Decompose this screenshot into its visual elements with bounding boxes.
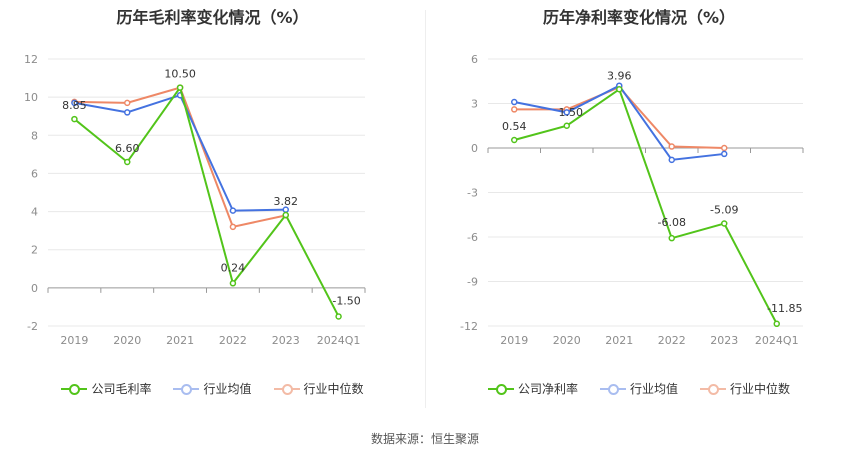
data-label: -6.08 [658,216,686,229]
data-point-industry_median[interactable] [721,144,728,152]
legend-label: 行业均值 [629,382,678,396]
data-point-industry_avg[interactable] [511,98,518,106]
data-point-industry_median[interactable] [229,223,237,231]
data-point-company[interactable] [335,313,342,320]
y-tick-label: 0 [31,282,38,295]
y-tick-label: 6 [31,167,38,180]
legend-line-icon [61,383,88,395]
x-tick-label: 2019 [500,334,528,347]
legend-line-icon [487,383,514,395]
data-label: 3.96 [607,69,632,82]
legend-label: 行业中位数 [730,382,791,396]
data-label: 8.85 [62,99,87,112]
data-point-company[interactable] [71,115,78,123]
x-tick-label: 2020 [553,334,581,347]
panel-divider [425,10,426,408]
legend-label: 行业中位数 [303,382,364,396]
y-tick-label: 4 [31,206,38,219]
legend-line-icon [599,383,626,395]
data-point-industry_avg[interactable] [668,156,675,164]
data-point-company[interactable] [616,86,623,93]
y-tick-label: -12 [460,320,478,333]
x-tick-label: 2019 [60,334,88,347]
data-point-company[interactable] [773,320,780,328]
net-margin-title: 历年净利率变化情况（%） [542,8,736,27]
x-tick-label: 2024Q1 [755,334,799,347]
y-tick-label: 6 [471,53,478,66]
data-point-company[interactable] [668,234,675,242]
data-label: 0.24 [221,261,246,274]
data-source-note: 数据来源：恒生聚源 [370,432,479,446]
data-label: 10.50 [164,68,196,81]
y-tick-label: 0 [471,142,478,155]
data-label: 1.50 [559,106,584,119]
series-line-industry_avg [74,94,286,212]
data-label: -5.09 [710,204,738,217]
data-point-company[interactable] [511,136,518,144]
legend-company-net-margin[interactable]: 公司净利率 [487,380,578,397]
series-line-industry_median [514,85,725,149]
data-label: 6.60 [115,142,140,155]
legend-label: 公司毛利率 [91,382,152,396]
data-point-industry_median[interactable] [124,99,131,107]
series-line-company [73,85,340,317]
data-point-industry_avg[interactable] [124,109,131,116]
data-point-industry_median[interactable] [511,106,518,113]
legend-industry-avg[interactable]: 行业均值 [173,380,252,397]
net-margin-chart: 6 3 0 -3 -6 -9 -12 2019 2020 2021 2022 2023 2024Q1 0.… [460,53,804,347]
legend-industry-median[interactable]: 行业中位数 [700,380,790,397]
data-label: 0.54 [502,120,527,133]
net-margin-panel: 历年净利率变化情况（%） 6 3 0 -3 -6 -9 -12 2019 2020 2021 202… [428,0,850,410]
legend-industry-median[interactable]: 行业中位数 [273,380,364,397]
x-tick-label: 2024Q1 [317,334,361,347]
y-tick-label: -9 [467,276,478,289]
data-point-industry_median[interactable] [668,143,675,150]
y-tick-label: 10 [24,91,38,104]
x-tick-label: 2022 [219,334,247,347]
x-tick-label: 2023 [710,334,738,347]
net-margin-legend: 公司净利率 行业均值 行业中位数 [428,380,850,397]
legend-company-gross-margin[interactable]: 公司毛利率 [61,380,151,397]
data-point-company[interactable] [229,280,237,287]
data-label: 3.82 [274,195,299,208]
data-point-company[interactable] [563,122,570,129]
gross-margin-panel: 历年毛利率变化情况（%） 12 10 8 6 4 2 0 -2 2019 2020 2021 2022… [0,0,425,410]
data-point-industry_avg[interactable] [71,99,78,107]
data-point-company[interactable] [721,220,728,227]
legend-label: 行业均值 [203,382,252,396]
legend-line-icon [700,383,726,395]
x-tick-label: 2022 [658,334,686,347]
y-tick-label: 2 [31,244,38,257]
legend-line-icon [173,383,200,395]
gross-margin-title: 历年毛利率变化情况（%） [116,8,309,27]
x-tick-label: 2023 [272,334,300,347]
y-tick-label: -2 [27,320,38,333]
data-label: -11.85 [767,302,802,315]
gross-margin-chart: 12 10 8 6 4 2 0 -2 2019 2020 2021 2022 2023 2024Q1 8.8… [24,53,366,347]
data-point-company[interactable] [282,211,289,219]
data-point-industry_avg[interactable] [721,150,728,158]
gross-margin-legend: 公司毛利率 行业均值 行业中位数 [0,380,425,397]
y-tick-label: 12 [24,53,38,66]
legend-label: 公司净利率 [517,382,578,396]
x-tick-label: 2021 [605,334,633,347]
legend-industry-avg[interactable]: 行业均值 [599,380,678,397]
data-point-industry_avg[interactable] [229,207,237,214]
y-tick-label: 3 [471,98,478,111]
x-tick-label: 2020 [113,334,141,347]
x-tick-label: 2021 [166,334,194,347]
series-line-industry_avg [514,84,725,161]
data-label: -1.50 [332,294,360,307]
data-point-industry_avg[interactable] [563,109,570,116]
y-tick-label: -6 [467,231,478,244]
y-tick-label: -3 [467,187,478,200]
legend-line-icon [273,383,300,395]
series-line-company [513,87,778,325]
y-tick-label: 8 [31,129,38,142]
data-point-company[interactable] [124,158,131,166]
data-point-company[interactable] [176,84,184,91]
